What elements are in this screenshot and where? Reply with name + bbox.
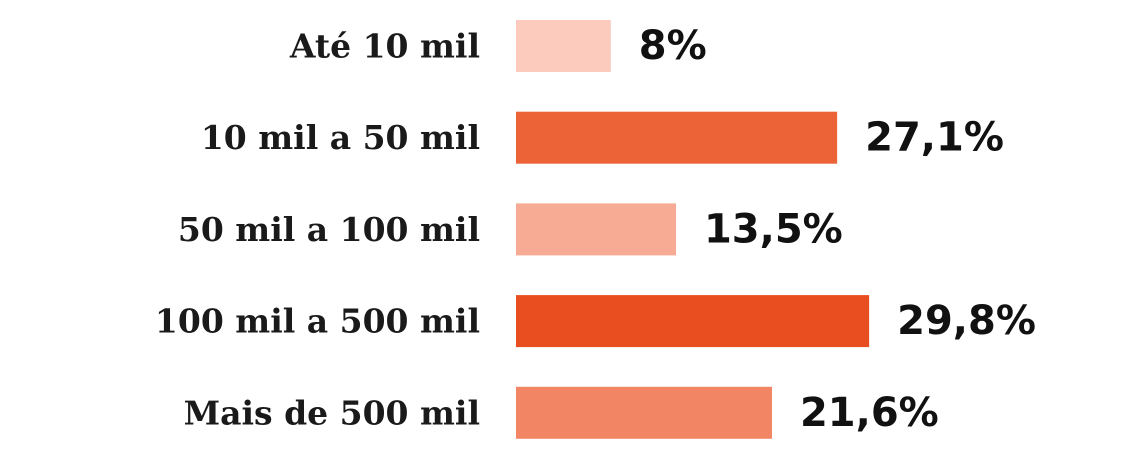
category-label: Mais de 500 mil xyxy=(184,393,480,432)
value-label: 27,1% xyxy=(865,115,1004,161)
category-label: 50 mil a 100 mil xyxy=(178,210,480,249)
bar-1 xyxy=(516,20,611,72)
bar-4 xyxy=(516,295,870,348)
value-label: 29,8% xyxy=(897,298,1036,344)
bar-5 xyxy=(516,386,772,439)
bar-3 xyxy=(516,203,676,256)
category-label: Até 10 mil xyxy=(289,27,480,66)
value-label: 8% xyxy=(639,23,707,69)
bars-group xyxy=(516,20,870,439)
category-label: 10 mil a 50 mil xyxy=(201,118,480,157)
value-label: 21,6% xyxy=(800,390,939,436)
value-labels: 8% 27,1% 13,5% 29,8% 21,6% xyxy=(639,23,1036,436)
value-label: 13,5% xyxy=(704,206,843,252)
bar-2 xyxy=(516,111,838,164)
category-labels: Até 10 mil 10 mil a 50 mil 50 mil a 100 mi… xyxy=(155,27,480,433)
category-label: 100 mil a 500 mil xyxy=(155,302,480,341)
